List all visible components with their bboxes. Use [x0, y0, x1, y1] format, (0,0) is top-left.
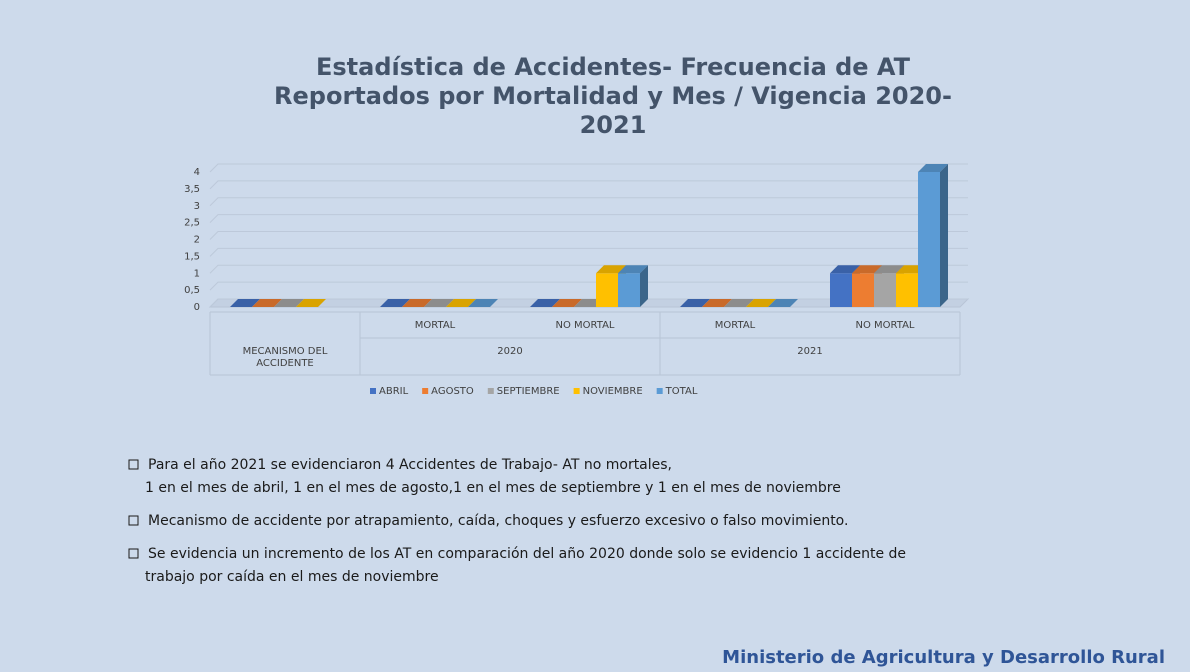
legend-label: TOTAL	[665, 386, 698, 397]
y-tick-label: 1	[194, 268, 200, 279]
bar	[446, 299, 476, 307]
bar	[680, 299, 710, 307]
bar	[768, 299, 798, 307]
bar	[918, 164, 948, 307]
bar-top	[446, 299, 476, 307]
bar-top	[468, 299, 498, 307]
bullet-text: trabajo por caída en el mes de noviembre	[145, 569, 439, 585]
bar	[252, 299, 282, 307]
bar-top	[680, 299, 710, 307]
title-line: 2021	[580, 111, 647, 139]
footer: Ministerio de Agricultura y Desarrollo R…	[722, 647, 1165, 668]
bar-top	[596, 265, 626, 274]
legend-swatch	[422, 388, 429, 394]
bar-top	[746, 299, 776, 307]
bar	[296, 299, 326, 307]
title-line: Estadística de Accidentes- Frecuencia de…	[316, 53, 911, 81]
legend-label: ABRIL	[379, 386, 409, 397]
grid-line	[209, 281, 968, 291]
bar-top	[702, 299, 732, 307]
bullet-text: 1 en el mes de abril, 1 en el mes de ago…	[145, 480, 841, 496]
bar-top	[618, 265, 648, 274]
group-label: 2020	[497, 346, 522, 357]
grid-line	[209, 197, 968, 207]
bar-front	[918, 172, 940, 307]
bar	[618, 265, 648, 307]
bar-top	[552, 299, 582, 307]
legend-label: AGOSTO	[431, 386, 474, 397]
bar	[468, 299, 498, 307]
bar-top	[424, 299, 454, 307]
bar-top	[380, 299, 410, 307]
y-tick-label: 2,5	[184, 218, 200, 229]
y-tick-label: 2	[194, 235, 200, 246]
bar-top	[274, 299, 304, 307]
bar-top	[768, 299, 798, 307]
bar	[530, 299, 560, 307]
group-label: 2021	[797, 346, 822, 357]
bar-front	[596, 273, 618, 307]
bar-front	[618, 273, 640, 307]
bullet-box	[128, 515, 139, 526]
bar-front	[830, 273, 852, 307]
bullet-text: Para el año 2021 se evidenciaron 4 Accid…	[148, 457, 672, 473]
y-tick-label: 3,5	[184, 184, 200, 195]
grid-line	[209, 231, 968, 240]
legend-swatch	[487, 388, 494, 394]
grid-line	[209, 264, 968, 274]
bar-side	[940, 164, 948, 307]
bar	[402, 299, 432, 307]
bullet-box	[128, 459, 139, 470]
legend-label: NOVIEMBRE	[583, 386, 643, 397]
grid-line	[209, 247, 968, 257]
bar-front	[852, 273, 874, 307]
y-tick-label: 3	[194, 201, 200, 212]
x-tick-label: MORTAL	[415, 320, 456, 331]
bar-top	[830, 265, 860, 274]
bar-top	[852, 265, 882, 274]
bar-top	[252, 299, 282, 307]
bar-front	[874, 273, 896, 307]
bar	[552, 299, 582, 307]
legend-swatch	[573, 388, 580, 394]
bar	[424, 299, 454, 307]
x-tick-label: NO MORTAL	[856, 320, 915, 331]
bar-top	[874, 265, 904, 274]
x-tick-label: NO MORTAL	[556, 320, 615, 331]
y-tick-label: 4	[194, 167, 200, 178]
y-tick-label: 0	[194, 302, 200, 313]
title-line: Reportados por Mortalidad y Mes / Vigenc…	[274, 82, 952, 110]
legend-label: SEPTIEMBRE	[497, 386, 560, 397]
grid-line	[209, 214, 968, 223]
bar-top	[296, 299, 326, 307]
bar	[746, 299, 776, 307]
bar-top	[918, 164, 948, 172]
legend-swatch	[656, 388, 663, 394]
bullet-box	[128, 548, 139, 559]
bar-top	[530, 299, 560, 307]
bar	[230, 299, 260, 307]
bar-side	[640, 265, 648, 307]
bar	[274, 299, 304, 307]
grid-line	[209, 163, 968, 173]
bar-top	[724, 299, 754, 307]
legend-swatch	[370, 388, 376, 394]
x-tick-label: MORTAL	[715, 320, 756, 331]
bullet-text: Se evidencia un incremento de los AT en …	[148, 546, 906, 562]
grid-line	[209, 180, 968, 190]
bar-top	[230, 299, 260, 307]
group-label: MECANISMO DEL ACCIDENTE	[243, 346, 328, 369]
bar	[702, 299, 732, 307]
bullet-text: Mecanismo de accidente por atrapamiento,…	[148, 513, 848, 529]
y-tick-label: 1,5	[184, 251, 200, 262]
bar	[724, 299, 754, 307]
bar	[380, 299, 410, 307]
bar-front	[896, 273, 918, 307]
bar-top	[402, 299, 432, 307]
y-tick-label: 0,5	[184, 285, 200, 296]
